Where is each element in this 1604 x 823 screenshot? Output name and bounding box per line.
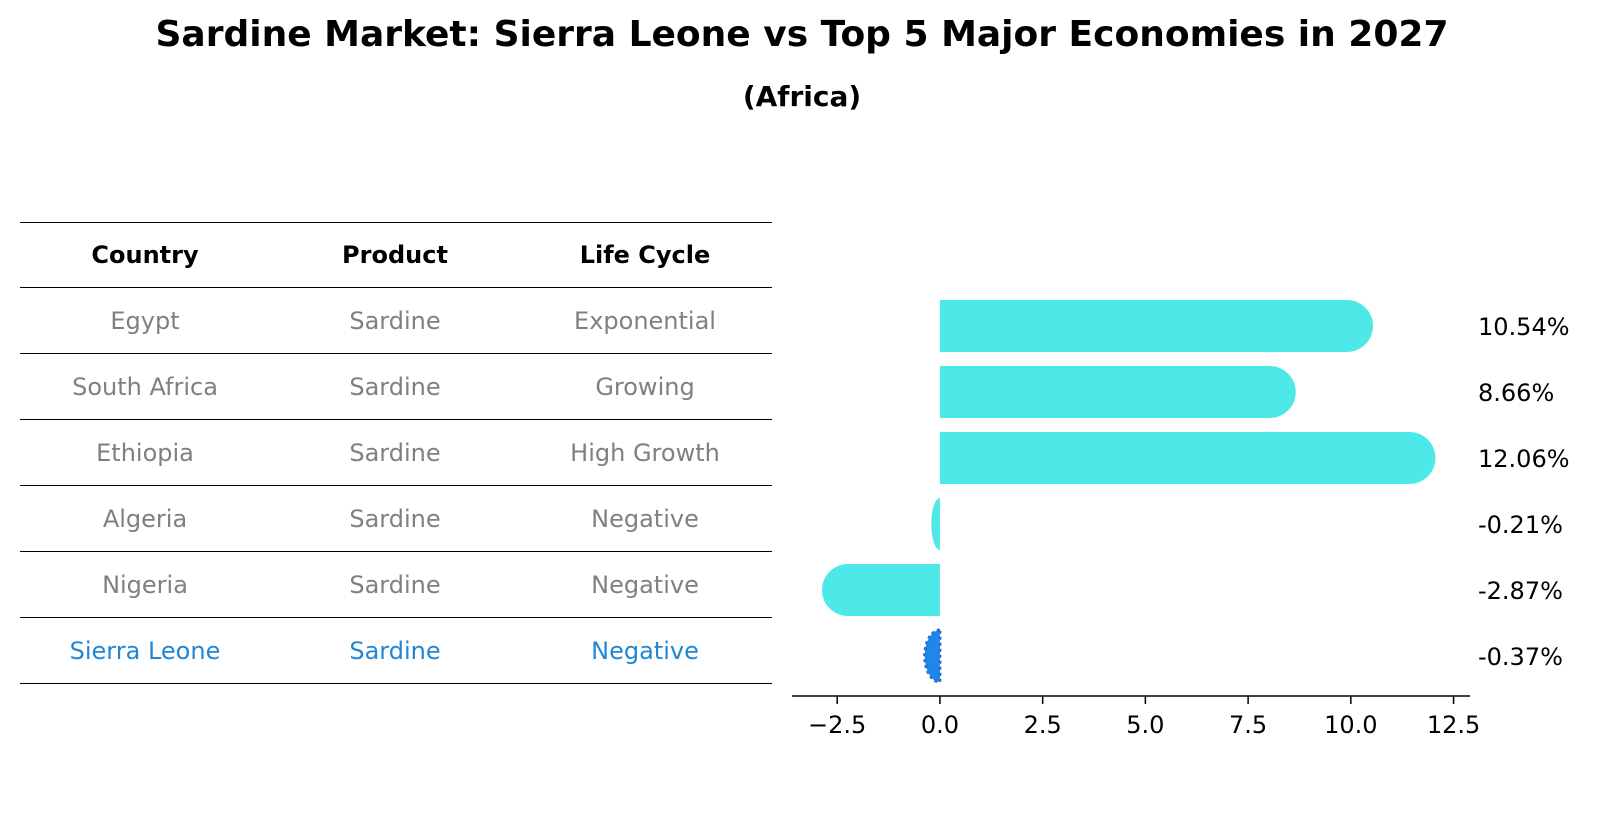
table-row: Nigeria Sardine Negative (20, 552, 772, 618)
cell-product: Sardine (349, 570, 441, 599)
bar (931, 498, 940, 550)
bar-value-label: -0.37% (1478, 643, 1563, 671)
table-row: Algeria Sardine Negative (20, 486, 772, 552)
x-tick-label: 12.5 (1427, 711, 1480, 739)
bar-highlighted (923, 628, 942, 684)
x-tick-label: −2.5 (808, 711, 866, 739)
bar-value-label: 10.54% (1478, 313, 1570, 341)
cell-product: Sardine (349, 636, 441, 665)
table-row: South Africa Sardine Growing (20, 354, 772, 420)
cell-life-cycle: Exponential (574, 306, 716, 335)
x-tick-label: 2.5 (1024, 711, 1062, 739)
cell-product: Sardine (349, 372, 441, 401)
bar-value-label: 12.06% (1478, 445, 1570, 473)
cell-product: Sardine (349, 438, 441, 467)
table-row-highlighted: Sierra Leone Sardine Negative (20, 618, 772, 684)
cell-life-cycle: High Growth (570, 438, 720, 467)
cell-country: Nigeria (102, 570, 188, 599)
cell-country: Egypt (110, 306, 180, 335)
x-tick-label: 5.0 (1126, 711, 1164, 739)
chart-subtitle: (Africa) (742, 80, 862, 113)
bar-value-label: -0.21% (1478, 511, 1563, 539)
bar (939, 432, 1436, 484)
cell-life-cycle: Negative (591, 570, 699, 599)
cell-product: Sardine (349, 504, 441, 533)
bar-value-label: 8.66% (1478, 379, 1554, 407)
bar-value-label: -2.87% (1478, 577, 1563, 605)
chart-title: Sardine Market: Sierra Leone vs Top 5 Ma… (155, 14, 1449, 55)
cell-country: Sierra Leone (69, 636, 221, 665)
header-country: Country (91, 241, 199, 269)
cell-life-cycle: Negative (591, 636, 699, 665)
cell-country: Ethiopia (96, 438, 194, 467)
header-product: Product (342, 241, 448, 269)
table-row: Ethiopia Sardine High Growth (20, 420, 772, 486)
cell-product: Sardine (349, 306, 441, 335)
bar (821, 564, 940, 616)
cell-life-cycle: Negative (591, 504, 699, 533)
x-tick-label: 10.0 (1324, 711, 1377, 739)
cell-country: Algeria (102, 504, 188, 533)
x-tick-label: 7.5 (1229, 711, 1267, 739)
x-tick-label: 0.0 (921, 711, 959, 739)
bar (939, 366, 1296, 418)
data-table: Country Product Life Cycle Egypt Sardine… (20, 222, 772, 684)
cell-life-cycle: Growing (595, 372, 695, 401)
bar (939, 300, 1374, 352)
table-header-row: Country Product Life Cycle (20, 222, 772, 288)
header-life-cycle: Life Cycle (579, 241, 711, 269)
cell-country: South Africa (72, 372, 218, 401)
table-row: Egypt Sardine Exponential (20, 288, 772, 354)
